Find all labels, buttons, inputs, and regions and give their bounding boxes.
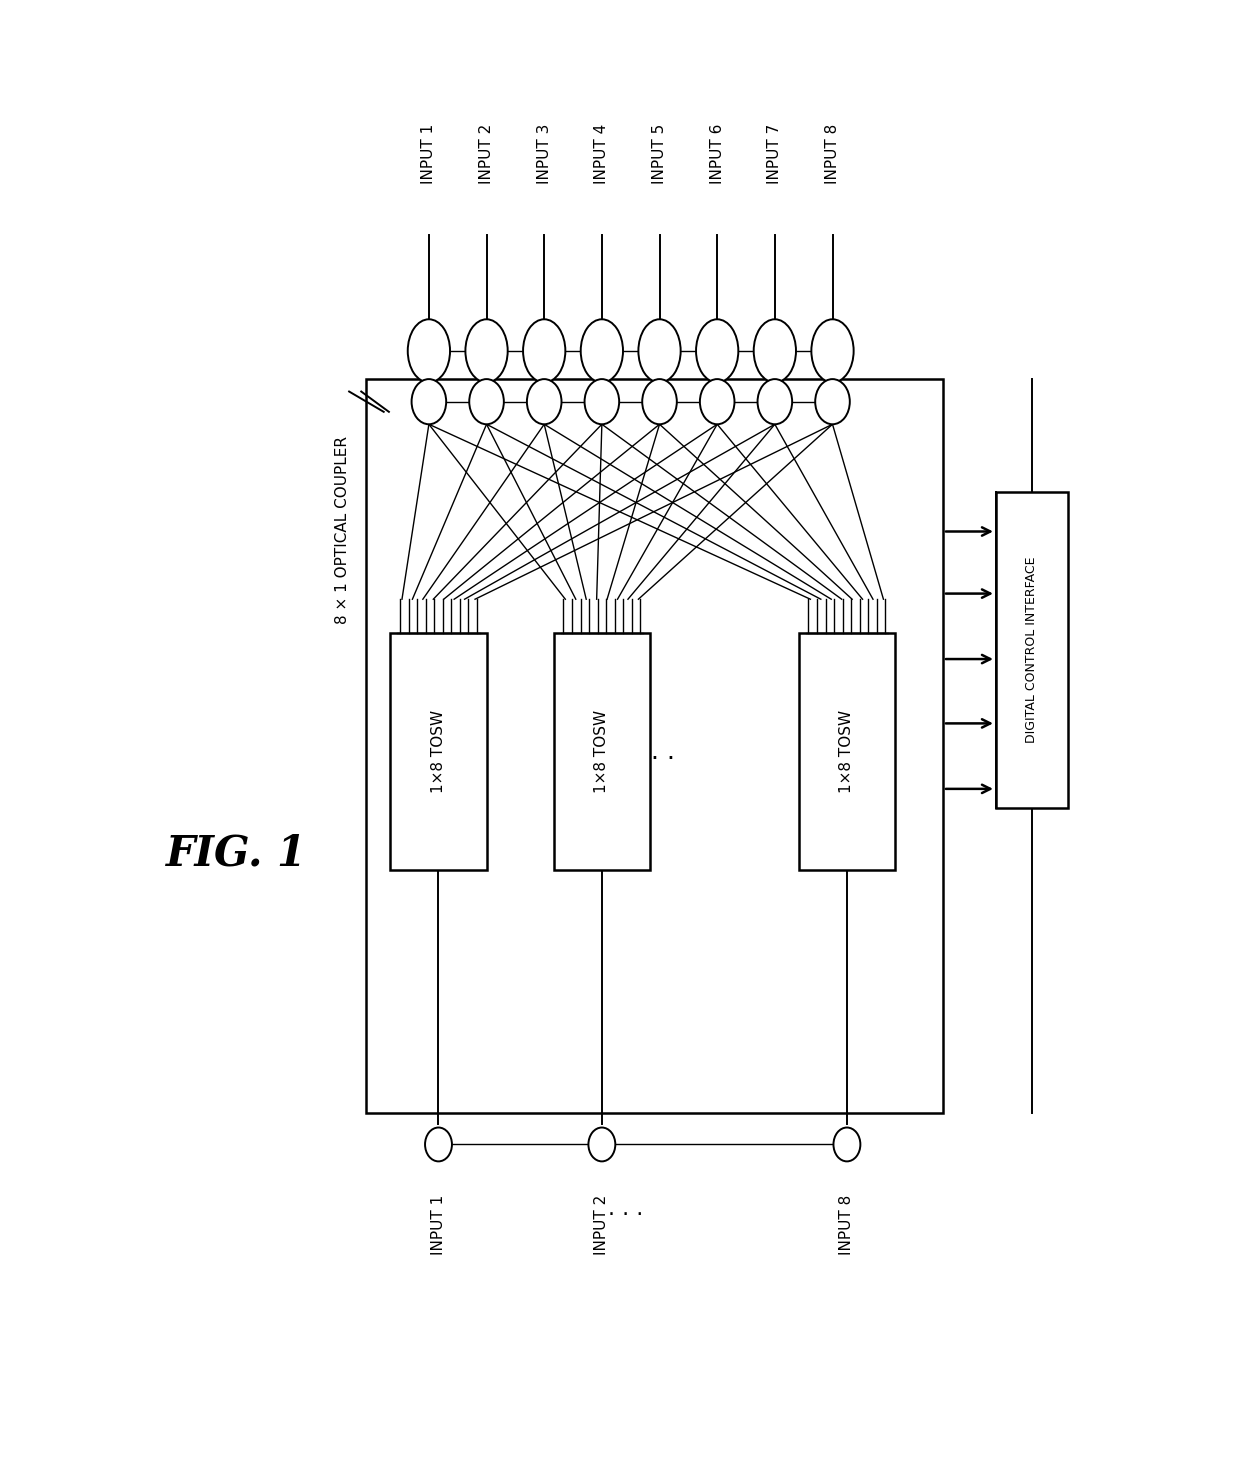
Ellipse shape (642, 380, 677, 424)
Text: . . .: . . . (609, 1199, 644, 1218)
Ellipse shape (639, 320, 681, 383)
Text: INPUT 1: INPUT 1 (432, 1195, 446, 1255)
Text: INPUT 2: INPUT 2 (594, 1195, 609, 1255)
Ellipse shape (408, 320, 450, 383)
Ellipse shape (811, 320, 853, 383)
Text: FIG. 1: FIG. 1 (166, 833, 308, 874)
Bar (391, 633, 486, 871)
Ellipse shape (523, 320, 565, 383)
Text: . . .: . . . (635, 740, 675, 764)
Ellipse shape (425, 1127, 451, 1161)
Ellipse shape (833, 1127, 861, 1161)
Text: INPUT 8: INPUT 8 (839, 1195, 854, 1255)
Text: INPUT 2: INPUT 2 (479, 123, 494, 183)
Ellipse shape (412, 380, 446, 424)
Ellipse shape (527, 380, 562, 424)
Bar (367, 380, 942, 1113)
Ellipse shape (584, 380, 619, 424)
Ellipse shape (815, 380, 849, 424)
Ellipse shape (754, 320, 796, 383)
Bar (554, 633, 650, 871)
Ellipse shape (580, 320, 622, 383)
Ellipse shape (696, 320, 738, 383)
Text: INPUT 6: INPUT 6 (709, 123, 724, 183)
Text: DIGITAL CONTROL INTERFACE: DIGITAL CONTROL INTERFACE (1025, 557, 1038, 743)
Text: INPUT 7: INPUT 7 (768, 123, 782, 183)
Text: 8 × 1 OPTICAL COUPLER: 8 × 1 OPTICAL COUPLER (335, 435, 350, 623)
Ellipse shape (699, 380, 734, 424)
Bar (996, 493, 1068, 808)
Ellipse shape (758, 380, 792, 424)
Text: INPUT 1: INPUT 1 (422, 123, 436, 183)
Text: 1×8 TOSW: 1×8 TOSW (839, 710, 854, 793)
Text: INPUT 3: INPUT 3 (537, 123, 552, 183)
Text: INPUT 4: INPUT 4 (594, 123, 609, 183)
Ellipse shape (589, 1127, 615, 1161)
Ellipse shape (469, 380, 503, 424)
Bar (799, 633, 895, 871)
Text: INPUT 5: INPUT 5 (652, 123, 667, 183)
Text: 1×8 TOSW: 1×8 TOSW (594, 710, 609, 793)
Ellipse shape (465, 320, 507, 383)
Text: INPUT 8: INPUT 8 (825, 123, 839, 183)
Text: 1×8 TOSW: 1×8 TOSW (432, 710, 446, 793)
